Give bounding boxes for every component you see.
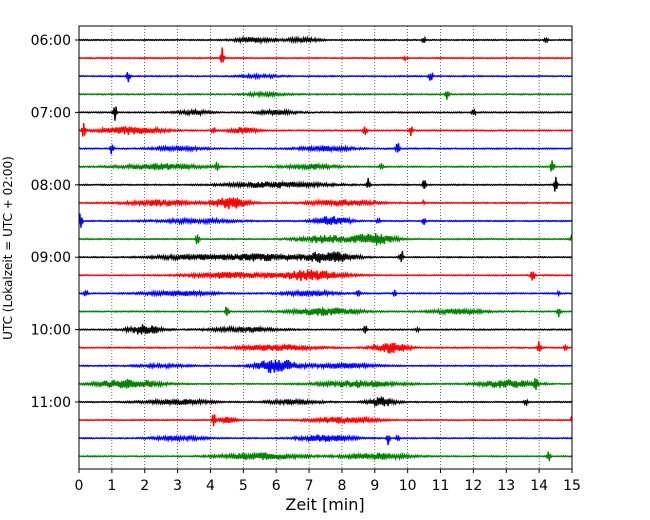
x-axis-label: Zeit [min]: [285, 495, 364, 514]
trace-0815: [78, 197, 573, 210]
trace-1115: [78, 414, 573, 427]
x-tick-label: 4: [206, 478, 215, 494]
trace-1015: [78, 341, 573, 354]
trace-0930: [78, 288, 573, 298]
trace-0900: [78, 251, 573, 263]
trace-1000: [78, 324, 573, 335]
vertical-grid: [111, 26, 540, 469]
x-tick-label: 14: [530, 478, 548, 494]
trace-1130: [78, 433, 573, 446]
trace-1030: [78, 359, 573, 374]
trace-0700: [78, 106, 573, 121]
y-tick-label: 07:00: [31, 105, 71, 121]
x-tick-label: 5: [239, 478, 248, 494]
y-tick-label: 11:00: [31, 395, 71, 411]
x-tick-label: 15: [563, 478, 581, 494]
trace-0615: [78, 47, 573, 63]
seismic-traces: [78, 35, 573, 462]
x-tick-label: 13: [497, 478, 515, 494]
x-tick-label: 3: [173, 478, 182, 494]
trace-1045: [78, 378, 573, 391]
x-axis-ticks: 0 1 2 3 4 5 6 7 8 9 10 11 12 13 14 15: [75, 469, 581, 494]
y-tick-label: 10:00: [31, 323, 71, 339]
trace-0830: [78, 213, 573, 228]
x-tick-label: 10: [399, 478, 417, 494]
trace-0745: [78, 160, 573, 172]
y-tick-label: 08:00: [31, 178, 71, 194]
plot-frame: [78, 25, 573, 470]
trace-0800: [78, 176, 573, 192]
x-tick-label: 11: [432, 478, 450, 494]
x-tick-label: 2: [140, 478, 149, 494]
y-tick-label: 09:00: [31, 250, 71, 266]
trace-1145: [78, 451, 573, 462]
trace-0600: [78, 35, 573, 45]
trace-0645: [78, 90, 573, 100]
trace-0845: [78, 232, 573, 246]
trace-0630: [78, 71, 573, 83]
trace-0715: [78, 122, 573, 137]
y-axis-label: UTC (Lokalzeit = UTC + 02:00): [1, 156, 15, 340]
trace-1100: [78, 396, 573, 407]
x-tick-label: 1: [107, 478, 116, 494]
x-tick-label: 7: [305, 478, 314, 494]
trace-0730: [78, 143, 573, 155]
y-tick-label: 06:00: [31, 33, 71, 49]
trace-0945: [78, 306, 573, 318]
x-tick-label: 12: [464, 478, 482, 494]
trace-0915: [78, 269, 573, 282]
y-axis-ticks: 06:00 07:00 08:00 09:00 10:00 11:00: [31, 33, 79, 411]
x-tick-label: 9: [370, 478, 379, 494]
x-tick-label: 0: [75, 478, 84, 494]
x-tick-label: 8: [337, 478, 346, 494]
x-tick-label: 6: [272, 478, 281, 494]
